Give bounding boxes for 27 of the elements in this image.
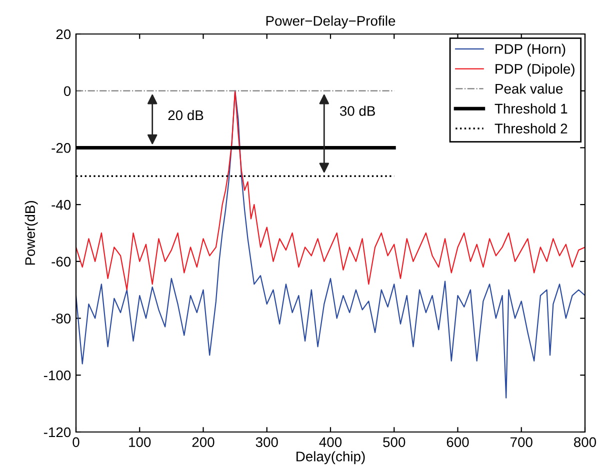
legend-label: PDP (Horn) bbox=[496, 44, 566, 57]
y-tick-label: -20 bbox=[52, 143, 71, 153]
legend-label: Peak value bbox=[496, 84, 563, 94]
x-tick-label: 600 bbox=[446, 437, 469, 448]
legend-label: PDP (Dipole) bbox=[496, 64, 574, 77]
x-tick-label: 700 bbox=[510, 437, 532, 448]
x-tick-label: 100 bbox=[129, 437, 151, 448]
annotation: 30 dB bbox=[340, 106, 375, 116]
x-tick-label: 300 bbox=[256, 437, 278, 448]
y-axis-title: Power(dB) bbox=[24, 201, 38, 265]
y-tick-label: 0 bbox=[64, 86, 71, 96]
legend-label: Threshold 2 bbox=[494, 123, 568, 134]
x-tick-label: 800 bbox=[574, 437, 596, 448]
y-tick-label: -40 bbox=[52, 200, 71, 210]
y-tick-label: -100 bbox=[44, 370, 71, 380]
x-tick-label: 0 bbox=[72, 437, 80, 448]
x-tick-label: 500 bbox=[383, 437, 406, 448]
legend-label: Threshold 1 bbox=[494, 103, 568, 114]
y-tick-label: -120 bbox=[44, 427, 71, 438]
y-tick-label: -60 bbox=[52, 256, 71, 267]
annotation: 20 dB bbox=[168, 110, 204, 120]
x-axis-title: Delay(chip) bbox=[296, 451, 365, 464]
x-tick-label: 200 bbox=[192, 437, 214, 448]
chart-title: Power−Delay−Profile bbox=[266, 16, 396, 29]
y-tick-label: -80 bbox=[52, 314, 71, 324]
x-tick-label: 400 bbox=[319, 437, 342, 448]
y-tick-label: 20 bbox=[56, 29, 71, 40]
